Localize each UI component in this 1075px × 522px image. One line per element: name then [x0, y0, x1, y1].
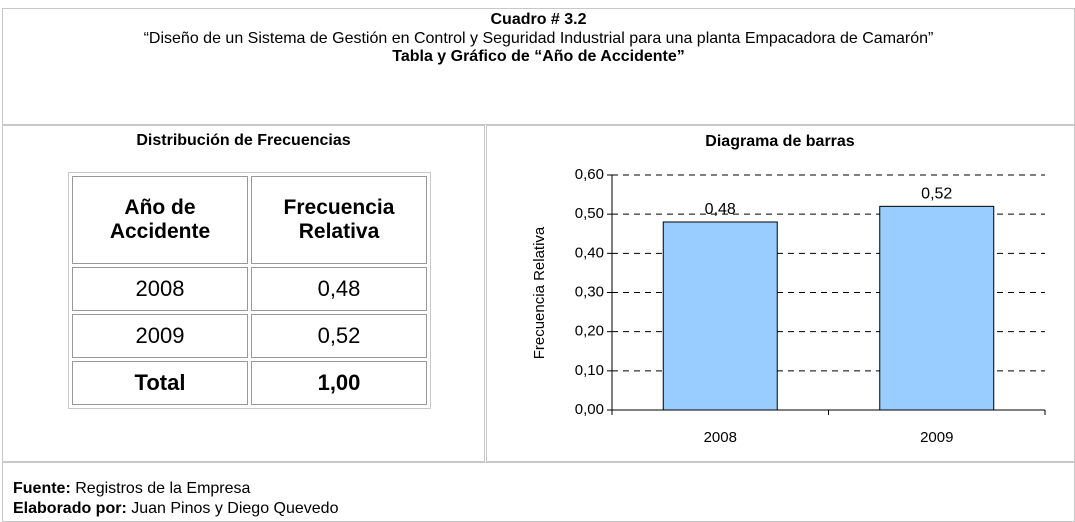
- table-cell: Distribución de Frecuencias: [2, 125, 485, 462]
- column-header: Frecuencia Relativa: [251, 176, 427, 264]
- table-title: Distribución de Frecuencias: [136, 132, 351, 149]
- chart: Diagrama de barras Frecuencia Relativa 0…: [531, 133, 1046, 446]
- cell: 0,48: [251, 267, 427, 311]
- cell: 1,00: [251, 361, 427, 405]
- footer-line: Elaborado por: Juan Pinos y Diego Queved…: [13, 499, 1074, 519]
- y-tick-label: 0,00: [575, 401, 604, 418]
- bar: [662, 221, 778, 411]
- x-tick-label: 2008: [704, 429, 737, 446]
- y-tick-label: 0,40: [575, 244, 604, 261]
- header-title: Cuadro # 3.2: [490, 11, 587, 28]
- y-tick-label: 0,20: [575, 323, 604, 340]
- footer-text: Registros de la Empresa: [75, 480, 251, 497]
- x-tick-label: 2009: [920, 429, 953, 446]
- header-caption: Tabla y Gráfico de “Año de Accidente”: [392, 48, 685, 65]
- y-tick-label: 0,30: [575, 283, 604, 300]
- footer-label: Fuente:: [13, 480, 71, 497]
- column-header: Año de Accidente: [72, 176, 248, 264]
- cell: Total: [72, 361, 248, 405]
- footer-label: Elaborado por:: [13, 500, 127, 517]
- y-tick-label: 0,60: [575, 166, 604, 183]
- data-label: 0,48: [705, 201, 736, 218]
- y-axis-label: Frecuencia Relativa: [531, 226, 548, 359]
- footer-line: Fuente: Registros de la Empresa: [13, 479, 1074, 499]
- y-tick-label: 0,10: [575, 362, 604, 379]
- data-label: 0,52: [921, 186, 952, 203]
- frequency-table: Año de Accidente Frecuencia Relativa 2008…: [68, 172, 431, 409]
- cell: 2009: [72, 314, 248, 358]
- footer-cell: Fuente: Registros de la Empresa Elaborad…: [2, 462, 1075, 522]
- cell: 2008: [72, 267, 248, 311]
- header-cell: Cuadro # 3.2 “Diseño de un Sistema de Ge…: [2, 8, 1075, 125]
- cell: 0,52: [251, 314, 427, 358]
- y-tick-label: 0,50: [575, 205, 604, 222]
- chart-title: Diagrama de barras: [705, 133, 855, 150]
- header-subtitle: “Diseño de un Sistema de Gestión en Cont…: [143, 30, 934, 47]
- footer-text: Juan Pinos y Diego Quevedo: [131, 500, 339, 517]
- bar: [879, 205, 995, 411]
